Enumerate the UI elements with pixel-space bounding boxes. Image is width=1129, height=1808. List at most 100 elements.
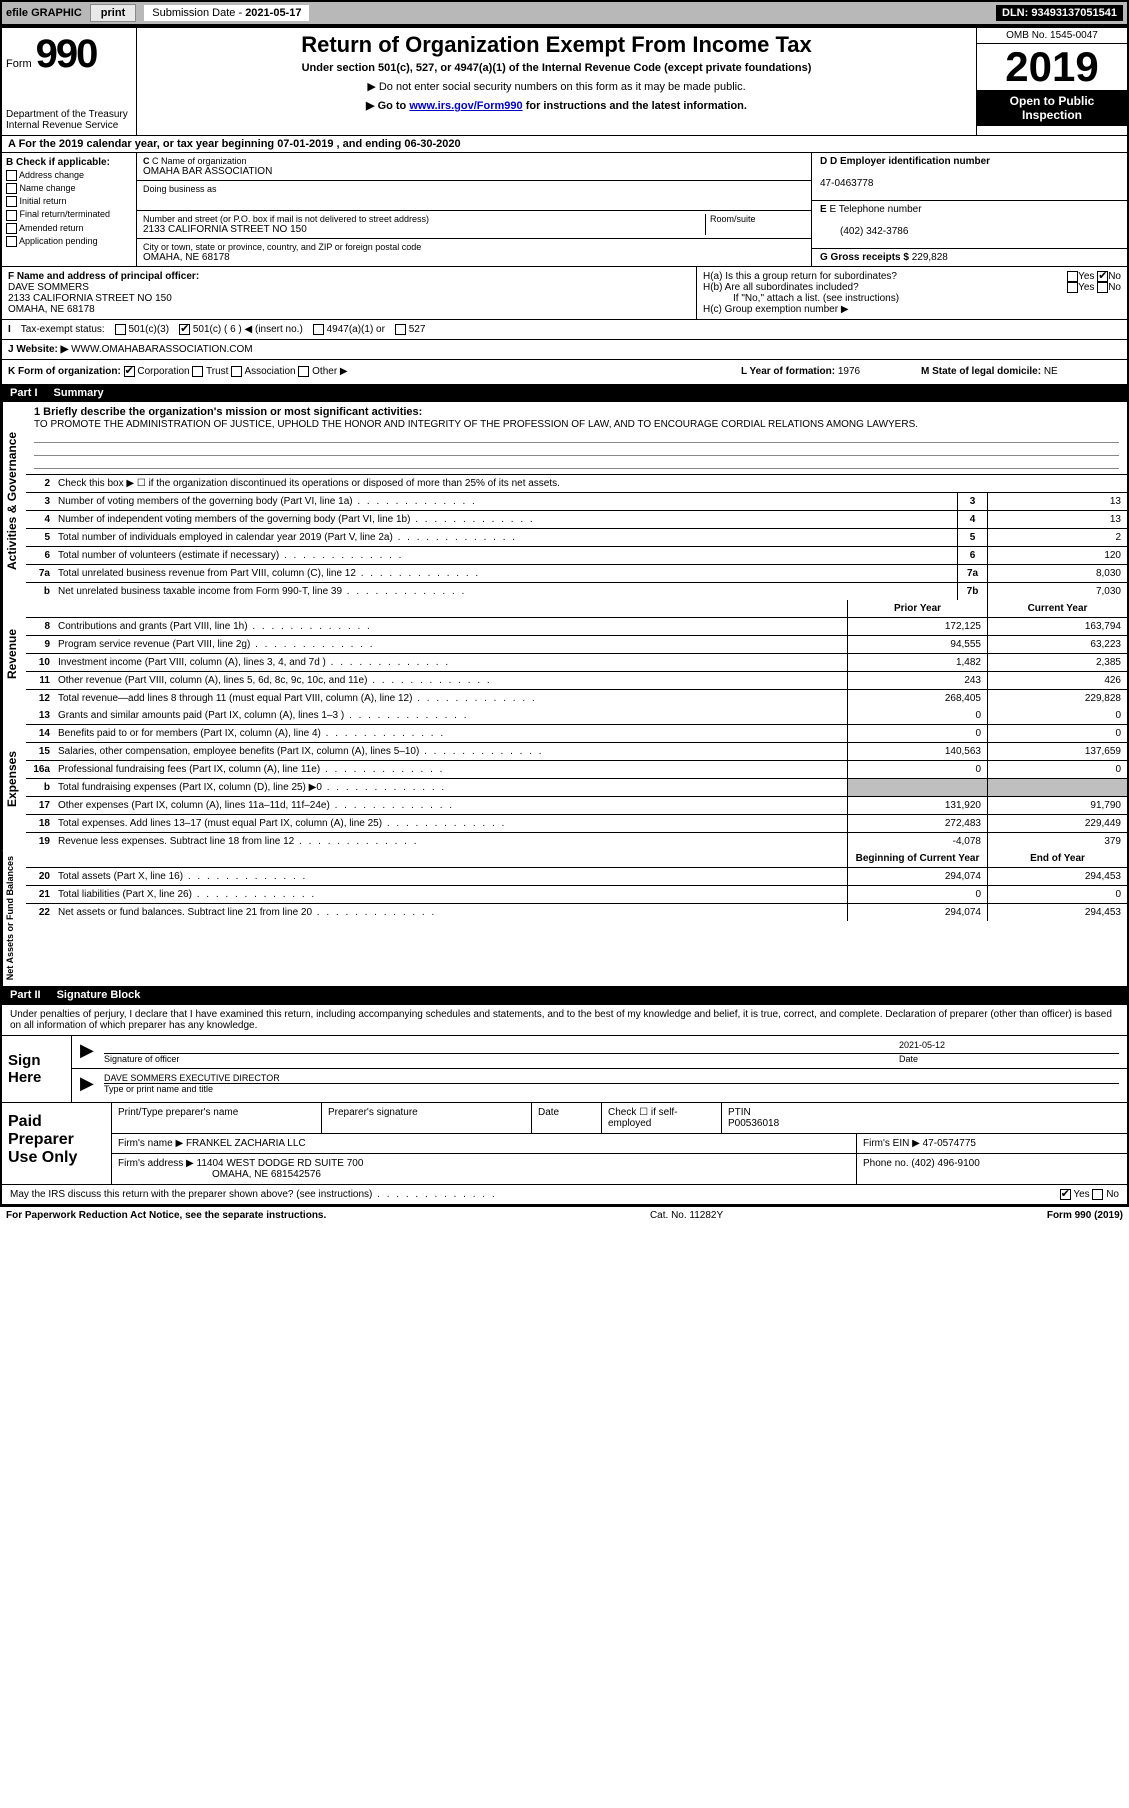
current-year-value: 294,453: [987, 868, 1127, 885]
print-button[interactable]: print: [90, 4, 136, 22]
row-box: 6: [957, 547, 987, 564]
row-box: 4: [957, 511, 987, 528]
form-header: Form 990 Department of the Treasury Inte…: [2, 28, 1127, 135]
f-addr1: 2133 CALIFORNIA STREET NO 150: [8, 293, 172, 304]
discuss-no[interactable]: [1092, 1189, 1103, 1200]
cb-pending[interactable]: Application pending: [6, 236, 132, 247]
activities-row: 7a Total unrelated business revenue from…: [26, 565, 1127, 583]
paid-col1: Print/Type preparer's name: [112, 1103, 322, 1133]
cb-amended[interactable]: Amended return: [6, 223, 132, 234]
data-row: 13 Grants and similar amounts paid (Part…: [26, 707, 1127, 725]
ein-value: 47-0463778: [820, 178, 873, 189]
k-corp[interactable]: [124, 366, 135, 377]
row-num: 5: [26, 529, 54, 546]
firm-ein-label: Firm's EIN ▶: [863, 1138, 920, 1149]
ha-yes[interactable]: [1067, 271, 1078, 282]
firm-ein: 47-0574775: [923, 1138, 976, 1149]
efile-label: efile GRAPHIC: [6, 7, 82, 19]
prior-year-value: 243: [847, 672, 987, 689]
prior-year-value: 0: [847, 725, 987, 742]
prior-year-value: 294,074: [847, 868, 987, 885]
expenses-section: Expenses 13 Grants and similar amounts p…: [2, 707, 1127, 850]
row-num: 17: [26, 797, 54, 814]
col-b-checkboxes: B Check if applicable: Address change Na…: [2, 153, 137, 266]
firm-addr-label: Firm's address ▶: [118, 1158, 194, 1169]
row-num: 4: [26, 511, 54, 528]
k-other[interactable]: [298, 366, 309, 377]
current-year-value: 0: [987, 886, 1127, 903]
prior-year-value: 131,920: [847, 797, 987, 814]
form-subtitle: Under section 501(c), 527, or 4947(a)(1)…: [145, 62, 968, 74]
cb-final-return[interactable]: Final return/terminated: [6, 209, 132, 220]
row-desc: Total number of individuals employed in …: [54, 529, 957, 546]
submission-date: Submission Date - 2021-05-17: [144, 5, 309, 21]
footer-right: Form 990 (2019): [1047, 1210, 1123, 1221]
firm-addr1: 11404 WEST DODGE RD SUITE 700: [197, 1158, 364, 1169]
k-assoc[interactable]: [231, 366, 242, 377]
dln-number: DLN: 93493137051541: [996, 5, 1123, 21]
gross-value: 229,828: [912, 252, 948, 263]
row-desc: Program service revenue (Part VIII, line…: [54, 636, 847, 653]
part-1-header: Part I Summary: [2, 384, 1127, 402]
data-row: b Total fundraising expenses (Part IX, c…: [26, 779, 1127, 797]
form-number: 990: [36, 32, 97, 77]
current-year-value: 91,790: [987, 797, 1127, 814]
hb-yes[interactable]: [1067, 282, 1078, 293]
row-box: 3: [957, 493, 987, 510]
row-desc: Benefits paid to or for members (Part IX…: [54, 725, 847, 742]
tax-status-label: Tax-exempt status:: [21, 324, 105, 335]
current-year-value: 229,828: [987, 690, 1127, 707]
data-row: 12 Total revenue—add lines 8 through 11 …: [26, 690, 1127, 707]
website-url: WWW.OMAHABARASSOCIATION.COM: [71, 344, 252, 355]
mission-text: TO PROMOTE THE ADMINISTRATION OF JUSTICE…: [34, 419, 918, 430]
row-desc: Investment income (Part VIII, column (A)…: [54, 654, 847, 671]
hb-label: H(b) Are all subordinates included?: [703, 282, 859, 293]
row-num: 18: [26, 815, 54, 832]
footer-row: For Paperwork Reduction Act Notice, see …: [0, 1206, 1129, 1224]
ha-no[interactable]: [1097, 271, 1108, 282]
paid-preparer-label: Paid Preparer Use Only: [2, 1103, 112, 1184]
row-box: 7a: [957, 565, 987, 582]
ts-4947[interactable]: [313, 324, 324, 335]
mission-block: 1 Briefly describe the organization's mi…: [26, 402, 1127, 475]
discuss-yes[interactable]: [1060, 1189, 1071, 1200]
current-year-value: 0: [987, 725, 1127, 742]
prior-year-header: Prior Year: [847, 600, 987, 617]
k-trust[interactable]: [192, 366, 203, 377]
cb-address-change[interactable]: Address change: [6, 170, 132, 181]
current-year-value: 2,385: [987, 654, 1127, 671]
row-2-num: 2: [26, 475, 54, 492]
firm-name: FRANKEL ZACHARIA LLC: [186, 1138, 306, 1149]
l-label: L Year of formation:: [741, 366, 835, 377]
f-addr2: OMAHA, NE 68178: [8, 304, 95, 315]
tax-status-row: I Tax-exempt status: 501(c)(3) 501(c) ( …: [2, 319, 1127, 339]
cb-initial-return[interactable]: Initial return: [6, 196, 132, 207]
netassets-section: Net Assets or Fund Balances Beginning of…: [2, 850, 1127, 986]
dba-label: Doing business as: [143, 184, 805, 194]
ts-501c[interactable]: [179, 324, 190, 335]
firm-phone-label: Phone no.: [863, 1158, 909, 1169]
l-value: 1976: [838, 366, 860, 377]
irs-link[interactable]: www.irs.gov/Form990: [409, 100, 522, 112]
cb-name-change[interactable]: Name change: [6, 183, 132, 194]
sig-name-label: Type or print name and title: [104, 1084, 213, 1094]
paid-preparer-block: Paid Preparer Use Only Print/Type prepar…: [2, 1102, 1127, 1184]
hb-no[interactable]: [1097, 282, 1108, 293]
identity-section: B Check if applicable: Address change Na…: [2, 152, 1127, 266]
data-row: 15 Salaries, other compensation, employe…: [26, 743, 1127, 761]
ts-527[interactable]: [395, 324, 406, 335]
ts-501c3[interactable]: [115, 324, 126, 335]
row-num: 11: [26, 672, 54, 689]
row-box: 7b: [957, 583, 987, 600]
activities-section: Activities & Governance 1 Briefly descri…: [2, 402, 1127, 600]
data-row: 19 Revenue less expenses. Subtract line …: [26, 833, 1127, 850]
activities-side-label: Activities & Governance: [2, 402, 26, 600]
row-desc: Total number of volunteers (estimate if …: [54, 547, 957, 564]
row-num: 16a: [26, 761, 54, 778]
prior-year-value: 272,483: [847, 815, 987, 832]
row-num: 7a: [26, 565, 54, 582]
row-num: 19: [26, 833, 54, 850]
website-row: J Website: ▶ WWW.OMAHABARASSOCIATION.COM: [2, 339, 1127, 359]
revenue-section: Revenue Prior Year Current Year 8 Contri…: [2, 600, 1127, 707]
row-desc: Net unrelated business taxable income fr…: [54, 583, 957, 600]
